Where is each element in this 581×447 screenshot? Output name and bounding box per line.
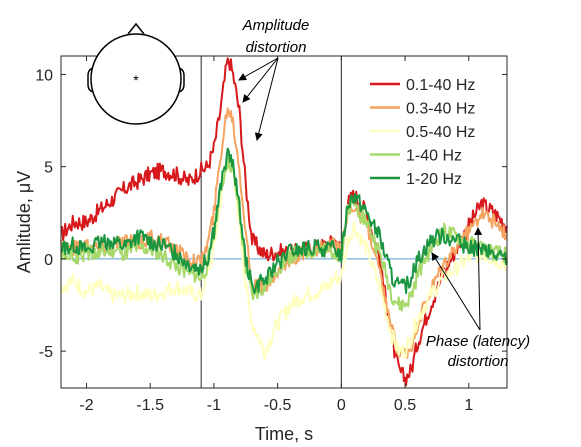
head-nose-icon (127, 22, 145, 35)
annotation-line: Amplitude (242, 17, 310, 34)
x-tick-label: 1 (464, 397, 473, 414)
phase-distortion-annotation: Phase (latency) distortion (426, 227, 530, 370)
legend-label: 1-40 Hz (406, 148, 462, 165)
head-left-ear-icon (87, 67, 96, 93)
y-tick-label: 5 (44, 160, 53, 177)
electrode-marker: * (133, 72, 139, 88)
legend: 0.1-40 Hz 0.3-40 Hz 0.5-40 Hz 1-40 Hz 1-20 H… (370, 77, 475, 188)
series-lines (60, 57, 508, 387)
x-axis-title: Time, s (255, 424, 313, 444)
legend-label: 0.1-40 Hz (406, 77, 475, 94)
annotation-line: distortion (246, 39, 307, 56)
annotation-arrow (254, 57, 279, 141)
event-markers (200, 56, 342, 388)
series-line (60, 163, 508, 361)
y-tick-label: 10 (35, 67, 53, 84)
head-outline-icon (90, 33, 182, 125)
x-tick-label: -0.5 (264, 397, 292, 414)
x-tick-label: -2 (79, 397, 93, 414)
x-tick-label: 0.5 (394, 397, 416, 414)
series-line (60, 147, 508, 295)
legend-label: 0.5-40 Hz (406, 124, 475, 141)
axes-frame (60, 55, 508, 389)
annotation-arrow (474, 227, 483, 331)
annotation-arrow (431, 252, 481, 331)
legend-label: 0.3-40 Hz (406, 101, 475, 118)
annotation-line: Phase (latency) (426, 333, 530, 350)
head-right-ear-icon (176, 67, 185, 93)
x-tick-label: 0 (337, 397, 346, 414)
x-tick-label: -1 (207, 397, 221, 414)
annotation-line: distortion (448, 353, 509, 370)
y-axis-title: Amlitude, μV (14, 171, 34, 273)
y-axis-ticks: -5 0 5 10 (35, 67, 507, 361)
annotation-arrow (238, 57, 279, 81)
x-tick-label: -1.5 (136, 397, 164, 414)
y-tick-label: -5 (39, 344, 53, 361)
legend-label: 1-20 Hz (406, 171, 462, 188)
x-axis-ticks: -2 -1.5 -1 -0.5 0 0.5 1 (79, 56, 473, 414)
annotation-arrow (242, 57, 279, 103)
head-inset: * (87, 22, 185, 125)
amplitude-distortion-annotation: Amplitude distortion (238, 17, 310, 141)
y-tick-label: 0 (44, 252, 53, 269)
